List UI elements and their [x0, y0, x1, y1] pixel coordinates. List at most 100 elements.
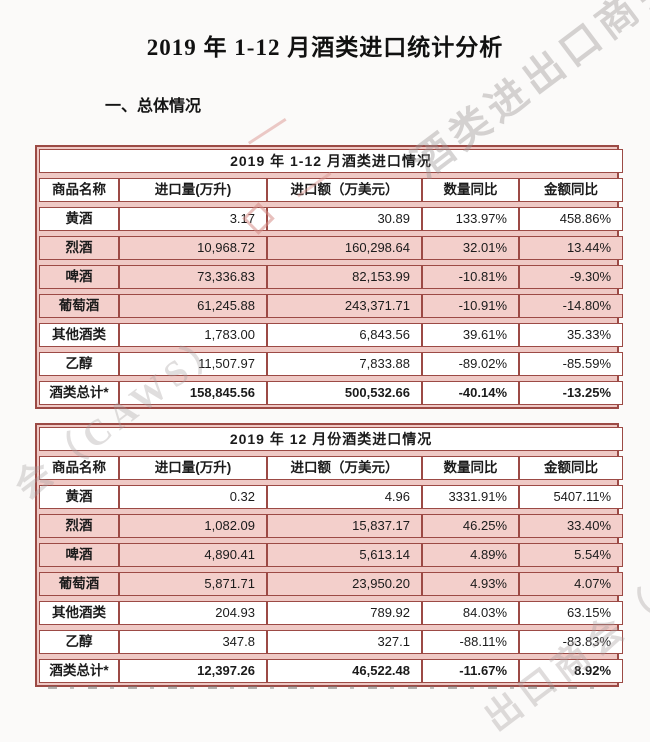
table-row: 黄酒 3.17 30.89 133.97% 458.86% [39, 207, 624, 231]
value-cell: 7,833.88 [267, 352, 422, 376]
product-name-cell: 葡萄酒 [39, 572, 119, 596]
value-cell: 5,613.14 [267, 543, 422, 567]
value-cell: 5407.11% [519, 485, 624, 509]
value-cell: 5.54% [519, 543, 624, 567]
table-header-row: 商品名称 进口量(万升) 进口额（万美元） 数量同比 金额同比 [39, 456, 624, 480]
value-cell: 3331.91% [422, 485, 519, 509]
value-cell: 789.92 [267, 601, 422, 625]
value-cell: 61,245.88 [119, 294, 267, 318]
value-cell: 11,507.97 [119, 352, 267, 376]
value-cell: 10,968.72 [119, 236, 267, 260]
stamp-stroke-mark [248, 118, 287, 145]
product-name-cell: 烈酒 [39, 236, 119, 260]
product-name-cell: 乙醇 [39, 630, 119, 654]
value-cell: 243,371.71 [267, 294, 422, 318]
product-name-cell: 酒类总计* [39, 659, 119, 683]
table-row: 烈酒 1,082.09 15,837.17 46.25% 33.40% [39, 514, 624, 538]
column-header: 金额同比 [519, 178, 624, 202]
column-header: 进口额（万美元） [267, 178, 422, 202]
value-cell: 4.96 [267, 485, 422, 509]
clipped-text-line [48, 686, 608, 689]
table-row: 其他酒类 204.93 789.92 84.03% 63.15% [39, 601, 624, 625]
december-import-table: 2019 年 12 月份酒类进口情况 商品名称 进口量(万升) 进口额（万美元） 数量同… [35, 423, 624, 687]
value-cell: 33.40% [519, 514, 624, 538]
value-cell: 347.8 [119, 630, 267, 654]
column-header: 进口量(万升) [119, 456, 267, 480]
table-row: 葡萄酒 61,245.88 243,371.71 -10.91% -14.80% [39, 294, 624, 318]
value-cell: 4.93% [422, 572, 519, 596]
table-row: 啤酒 73,336.83 82,153.99 -10.81% -9.30% [39, 265, 624, 289]
value-cell: 204.93 [119, 601, 267, 625]
value-cell: -13.25% [519, 381, 624, 405]
value-cell: 6,843.56 [267, 323, 422, 347]
column-header: 进口额（万美元） [267, 456, 422, 480]
column-header: 数量同比 [422, 178, 519, 202]
table-annual: 2019 年 1-12 月酒类进口情况 商品名称 进口量(万升) 进口额（万美元） 数量… [39, 144, 624, 410]
table-row: 啤酒 4,890.41 5,613.14 4.89% 5.54% [39, 543, 624, 567]
value-cell: 84.03% [422, 601, 519, 625]
column-header: 数量同比 [422, 456, 519, 480]
table-row: 葡萄酒 5,871.71 23,950.20 4.93% 4.07% [39, 572, 624, 596]
value-cell: -14.80% [519, 294, 624, 318]
value-cell: 63.15% [519, 601, 624, 625]
value-cell: 133.97% [422, 207, 519, 231]
value-cell: -10.91% [422, 294, 519, 318]
table-row: 乙醇 11,507.97 7,833.88 -89.02% -85.59% [39, 352, 624, 376]
annual-import-table: 2019 年 1-12 月酒类进口情况 商品名称 进口量(万升) 进口额（万美元） 数量… [35, 145, 624, 409]
product-name-cell: 酒类总计* [39, 381, 119, 405]
document-page: 2019 年 1-12 月酒类进口统计分析 一、总体情况 2019 年 1-12… [7, 0, 650, 739]
value-cell: 327.1 [267, 630, 422, 654]
product-name-cell: 黄酒 [39, 207, 119, 231]
value-cell: 35.33% [519, 323, 624, 347]
product-name-cell: 烈酒 [39, 514, 119, 538]
table-december: 2019 年 12 月份酒类进口情况 商品名称 进口量(万升) 进口额（万美元） 数量同… [39, 422, 624, 688]
product-name-cell: 其他酒类 [39, 601, 119, 625]
product-name-cell: 黄酒 [39, 485, 119, 509]
value-cell: 160,298.64 [267, 236, 422, 260]
value-cell: 1,082.09 [119, 514, 267, 538]
column-header: 金额同比 [519, 456, 624, 480]
value-cell: 158,845.56 [119, 381, 267, 405]
table-row: 其他酒类 1,783.00 6,843.56 39.61% 35.33% [39, 323, 624, 347]
value-cell: 39.61% [422, 323, 519, 347]
value-cell: -40.14% [422, 381, 519, 405]
table-title: 2019 年 1-12 月酒类进口情况 [39, 149, 624, 173]
value-cell: -89.02% [422, 352, 519, 376]
value-cell: 458.86% [519, 207, 624, 231]
value-cell: 4.07% [519, 572, 624, 596]
table-row: 烈酒 10,968.72 160,298.64 32.01% 13.44% [39, 236, 624, 260]
value-cell: 23,950.20 [267, 572, 422, 596]
column-header: 进口量(万升) [119, 178, 267, 202]
value-cell: 4,890.41 [119, 543, 267, 567]
table-header-row: 商品名称 进口量(万升) 进口额（万美元） 数量同比 金额同比 [39, 178, 624, 202]
value-cell: 4.89% [422, 543, 519, 567]
value-cell: 0.32 [119, 485, 267, 509]
value-cell: 32.01% [422, 236, 519, 260]
product-name-cell: 葡萄酒 [39, 294, 119, 318]
value-cell: 73,336.83 [119, 265, 267, 289]
table-row: 酒类总计* 12,397.26 46,522.48 -11.67% 8.92% [39, 659, 624, 683]
product-name-cell: 啤酒 [39, 265, 119, 289]
product-name-cell: 乙醇 [39, 352, 119, 376]
value-cell: -88.11% [422, 630, 519, 654]
value-cell: 3.17 [119, 207, 267, 231]
value-cell: 5,871.71 [119, 572, 267, 596]
product-name-cell: 啤酒 [39, 543, 119, 567]
table-row: 黄酒 0.32 4.96 3331.91% 5407.11% [39, 485, 624, 509]
table-title-row: 2019 年 12 月份酒类进口情况 [39, 427, 624, 451]
value-cell: 12,397.26 [119, 659, 267, 683]
column-header: 商品名称 [39, 456, 119, 480]
value-cell: 82,153.99 [267, 265, 422, 289]
table-row: 乙醇 347.8 327.1 -88.11% -83.83% [39, 630, 624, 654]
product-name-cell: 其他酒类 [39, 323, 119, 347]
value-cell: 46,522.48 [267, 659, 422, 683]
value-cell: 8.92% [519, 659, 624, 683]
value-cell: -83.83% [519, 630, 624, 654]
value-cell: 30.89 [267, 207, 422, 231]
value-cell: -11.67% [422, 659, 519, 683]
value-cell: -85.59% [519, 352, 624, 376]
value-cell: 13.44% [519, 236, 624, 260]
value-cell: -10.81% [422, 265, 519, 289]
value-cell: 500,532.66 [267, 381, 422, 405]
value-cell: 46.25% [422, 514, 519, 538]
